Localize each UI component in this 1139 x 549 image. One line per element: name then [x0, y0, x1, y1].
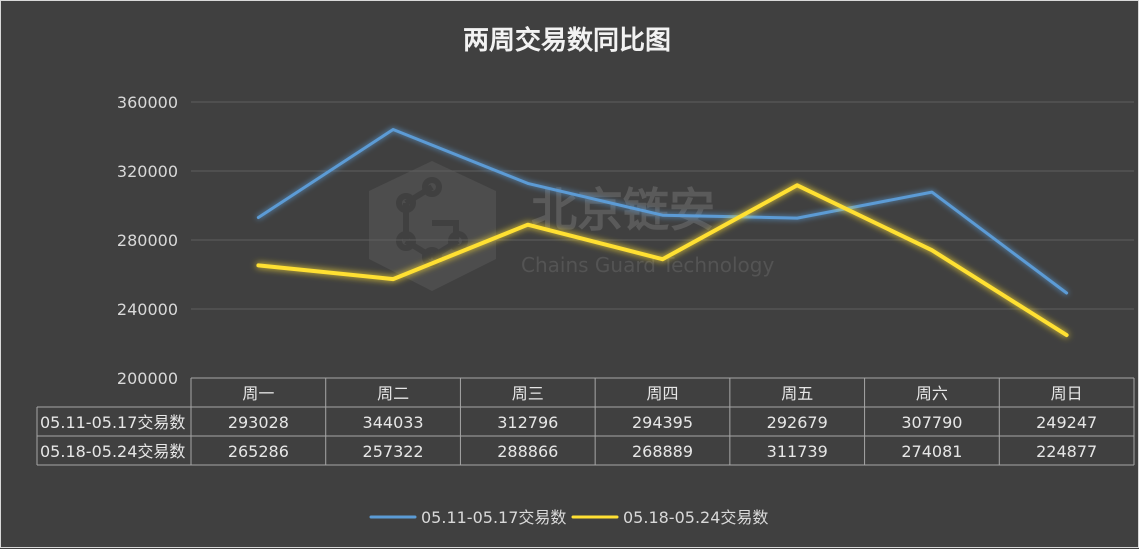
gridlines — [191, 101, 1134, 310]
series-line-1 — [256, 128, 1069, 295]
data-label: 265286 — [228, 442, 289, 461]
data-label: 294395 — [632, 413, 693, 432]
watermark: 北京链安 Chains Guard Technology — [369, 161, 774, 291]
data-label: 312796 — [497, 413, 558, 432]
data-label: 311739 — [767, 442, 828, 461]
watermark-logo-icon — [396, 177, 468, 267]
data-label: 292679 — [767, 413, 828, 432]
data-table: 周一 周二 周三 周四 周五 周六 周日 05.11-05.17交易数 293028 344033… — [36, 377, 1135, 466]
y-axis-tick-labels: 360000 320000 280000 240000 200000 — [117, 93, 178, 388]
x-tick-label: 周一 — [242, 384, 274, 403]
x-tick-label: 周六 — [916, 384, 948, 403]
chart-title: 两周交易数同比图 — [463, 25, 671, 56]
y-tick-label: 200000 — [117, 369, 178, 388]
data-label: 224877 — [1036, 442, 1097, 461]
legend-label-2: 05.18-05.24交易数 — [623, 508, 768, 527]
data-label: 268889 — [632, 442, 693, 461]
x-tick-label: 周四 — [646, 384, 678, 403]
x-tick-label: 周三 — [512, 384, 544, 403]
x-tick-label: 周二 — [377, 384, 409, 403]
series-line-2 — [256, 183, 1069, 338]
data-label: 249247 — [1036, 413, 1097, 432]
legend-label-1: 05.11-05.17交易数 — [421, 508, 566, 527]
y-tick-label: 240000 — [117, 300, 178, 319]
y-tick-label: 360000 — [117, 93, 178, 112]
data-label: 344033 — [363, 413, 424, 432]
y-tick-label: 320000 — [117, 162, 178, 181]
x-tick-label: 周日 — [1051, 384, 1083, 403]
table-series-name: 05.11-05.17交易数 — [40, 413, 185, 432]
table-series-name: 05.18-05.24交易数 — [40, 442, 185, 461]
y-tick-label: 280000 — [117, 231, 178, 250]
data-label: 288866 — [497, 442, 558, 461]
data-label: 293028 — [228, 413, 289, 432]
data-label: 257322 — [363, 442, 424, 461]
x-tick-label: 周五 — [781, 384, 813, 403]
series-lines — [256, 128, 1069, 338]
data-label: 274081 — [901, 442, 962, 461]
data-label: 307790 — [901, 413, 962, 432]
legend: 05.11-05.17交易数 05.18-05.24交易数 — [369, 508, 768, 527]
